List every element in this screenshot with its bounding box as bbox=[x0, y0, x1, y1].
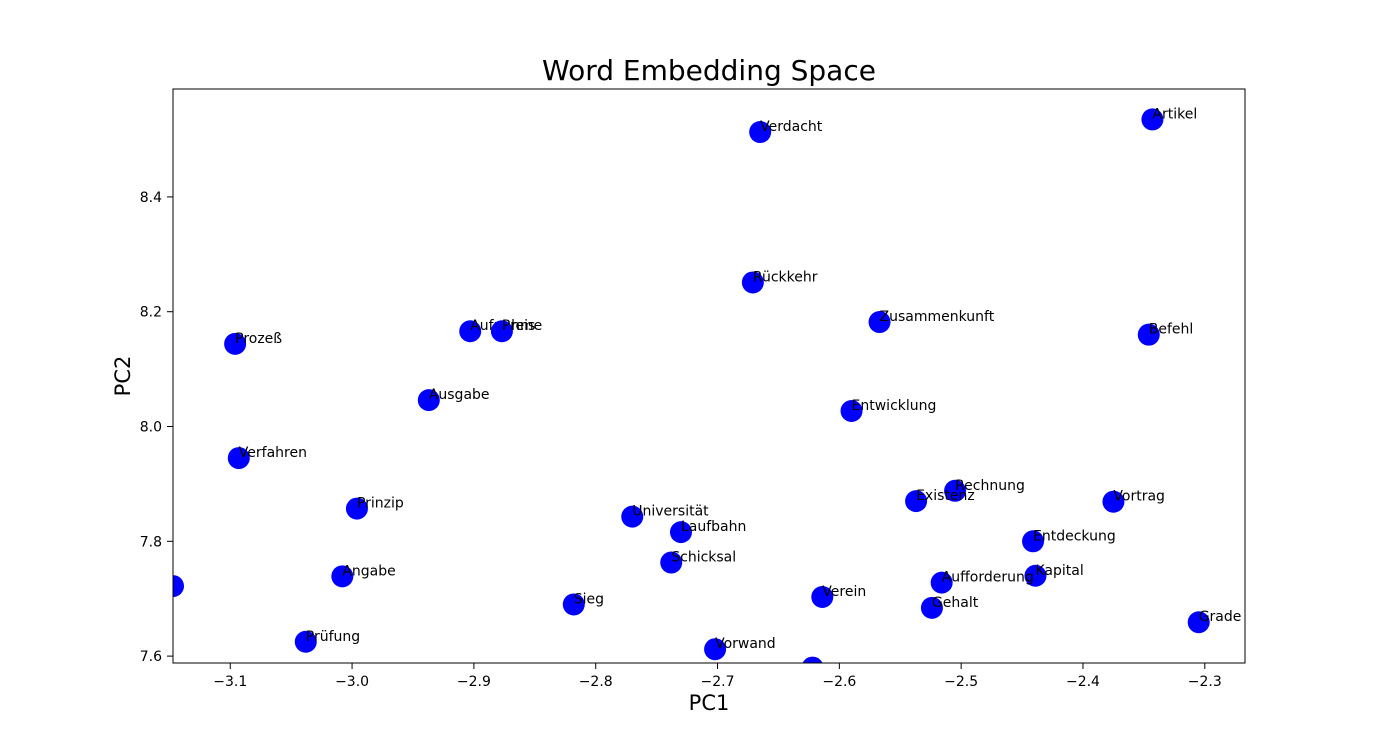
point-label: Rechnung bbox=[955, 478, 1025, 494]
data-point bbox=[345, 497, 368, 520]
point-label: Entdeckung bbox=[1033, 528, 1116, 544]
y-tick-label: 7.8 bbox=[140, 534, 162, 550]
x-tick-label: −2.5 bbox=[944, 674, 978, 690]
point-label: Vortrag bbox=[1113, 489, 1165, 505]
point-label: Verfahren bbox=[239, 445, 307, 461]
point-label: Existenz bbox=[916, 488, 975, 504]
data-point bbox=[459, 320, 482, 343]
data-point bbox=[621, 505, 644, 528]
data-point bbox=[224, 332, 247, 355]
data-point bbox=[811, 585, 834, 608]
data-point bbox=[294, 630, 317, 653]
x-tick-label: −2.8 bbox=[579, 674, 613, 690]
x-tick-label: −2.7 bbox=[701, 674, 735, 690]
y-tick-label: 8.4 bbox=[140, 190, 162, 206]
point-label: Vorwand bbox=[715, 636, 776, 652]
point-label: Verdacht bbox=[760, 119, 823, 135]
data-point bbox=[1141, 108, 1164, 131]
points-layer: VerdachtArtikelRückkehrAufnahmePreisZusa… bbox=[173, 106, 1242, 663]
point-label: Prinzip bbox=[357, 496, 404, 512]
x-tick-label: −2.3 bbox=[1188, 674, 1222, 690]
point-label: Angabe bbox=[342, 563, 395, 579]
point-label: Verein bbox=[822, 584, 866, 600]
data-point bbox=[660, 551, 683, 574]
point-label: Zusammenkunft bbox=[880, 309, 995, 325]
point-label: Preis bbox=[502, 318, 535, 334]
data-point bbox=[944, 479, 967, 502]
point-label: Entwicklung bbox=[852, 398, 937, 414]
data-point bbox=[905, 490, 928, 513]
y-axis: 7.6 7.8 8.0 8.2 8.4 bbox=[140, 190, 173, 665]
x-axis-label: PC1 bbox=[689, 691, 730, 715]
point-label: Prozeß bbox=[235, 331, 282, 347]
point-label: Sieg bbox=[574, 591, 604, 607]
point-label: Aufforderung bbox=[942, 570, 1034, 586]
data-point bbox=[802, 656, 823, 663]
point-label: Prüfung bbox=[306, 629, 360, 645]
x-axis: −3.1 −3.0 −2.9 −2.8 −2.7 −2.6 −2.5 −2.4 −2.3 bbox=[213, 663, 1222, 690]
y-tick-label: 7.6 bbox=[140, 649, 162, 665]
data-point bbox=[704, 638, 727, 661]
data-point bbox=[669, 521, 692, 544]
data-point bbox=[1187, 611, 1210, 634]
data-point bbox=[227, 447, 250, 470]
x-tick-label: −3.1 bbox=[213, 674, 247, 690]
point-label: Schicksal bbox=[671, 550, 736, 566]
data-point bbox=[1022, 530, 1045, 553]
data-point bbox=[920, 596, 943, 619]
data-point bbox=[490, 320, 513, 343]
point-label: Rückkehr bbox=[753, 269, 818, 285]
data-point bbox=[1137, 323, 1160, 346]
point-label: Befehl bbox=[1149, 322, 1194, 338]
x-tick-label: −2.4 bbox=[1066, 674, 1100, 690]
point-label: Kapital bbox=[1035, 563, 1083, 579]
data-point bbox=[749, 121, 772, 144]
data-point bbox=[741, 271, 764, 294]
point-label: Universität bbox=[632, 504, 709, 520]
data-point bbox=[173, 575, 184, 598]
y-tick-label: 8.2 bbox=[140, 305, 162, 321]
point-label: Gehalt bbox=[932, 595, 979, 611]
x-tick-label: −2.6 bbox=[822, 674, 856, 690]
data-point bbox=[840, 400, 863, 423]
y-tick-label: 8.0 bbox=[140, 420, 162, 436]
data-point bbox=[1024, 564, 1047, 587]
data-point bbox=[1102, 490, 1125, 513]
x-tick-label: −2.9 bbox=[457, 674, 491, 690]
data-point bbox=[417, 389, 440, 412]
plot-frame bbox=[172, 88, 1246, 664]
data-point bbox=[331, 565, 354, 588]
chart-title: Word Embedding Space bbox=[542, 54, 876, 87]
data-point bbox=[868, 311, 891, 334]
point-label: Ausgabe bbox=[429, 387, 490, 403]
point-label: Grade bbox=[1199, 609, 1242, 625]
data-point bbox=[562, 593, 585, 616]
y-axis-label: PC2 bbox=[111, 356, 135, 397]
x-tick-label: −3.0 bbox=[335, 674, 369, 690]
point-label: Laufbahn bbox=[681, 519, 746, 535]
data-point bbox=[930, 571, 953, 594]
point-label: Artikel bbox=[1152, 106, 1197, 122]
